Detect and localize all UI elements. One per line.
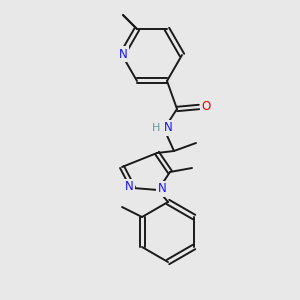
Text: N: N	[124, 181, 134, 194]
Text: H: H	[151, 125, 159, 135]
Text: O: O	[201, 100, 211, 113]
Text: N: N	[118, 47, 127, 61]
Text: O: O	[201, 102, 209, 112]
Text: N: N	[126, 184, 134, 194]
Text: N: N	[164, 122, 172, 134]
Text: N: N	[157, 186, 165, 196]
Text: N: N	[158, 182, 166, 196]
Text: N: N	[162, 125, 170, 135]
Text: H: H	[152, 123, 160, 133]
Text: N: N	[119, 50, 127, 60]
